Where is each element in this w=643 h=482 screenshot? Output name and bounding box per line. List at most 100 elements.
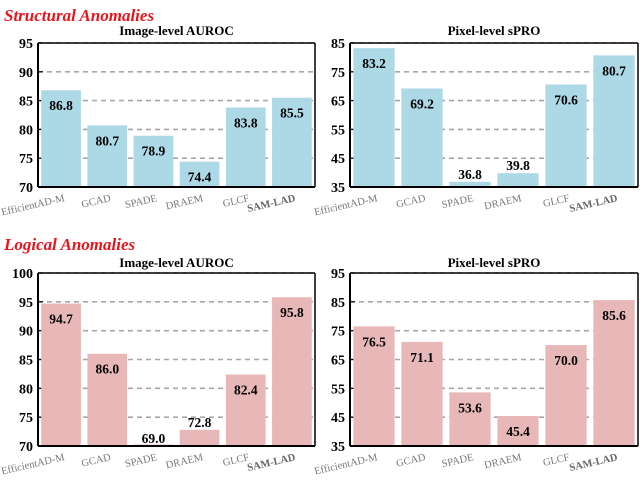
panel-1-data-label: 78.9	[142, 144, 166, 159]
panel-3-y-tick-label: 95	[19, 296, 33, 311]
panel-2-data-label: 83.2	[362, 56, 386, 71]
panel-4-y-tick-label: 85	[331, 296, 345, 311]
panel-4-y-tick-label: 95	[331, 267, 345, 282]
panel-1-bar	[225, 107, 266, 187]
panel-1-bar	[41, 90, 81, 187]
panel-4-bar	[353, 326, 395, 446]
panel-2-x-tick-label: SPADE	[441, 193, 475, 211]
panel-3-y-tick-label: 90	[19, 325, 33, 340]
panel-3-data-label: 69.0	[142, 431, 166, 446]
panel-4-y-tick-label: 55	[331, 382, 345, 397]
panel-3-bar	[272, 297, 312, 446]
panel-2-bar	[353, 48, 395, 188]
panel-2-bar	[593, 55, 635, 187]
panel-3-data-label: 72.8	[188, 415, 212, 430]
panel-4-y-tick-label: 45	[331, 411, 345, 426]
panel-3-x-tick-label: SAM-LAD	[246, 452, 297, 474]
panel-3-data-label: 86.0	[95, 362, 119, 377]
panel-1-x-tick-label: SAM-LAD	[246, 193, 297, 215]
panel-4-y-tick-label: 35	[331, 440, 345, 455]
panel-3-bar	[41, 303, 81, 446]
panel-3-title: Image-level AUROC	[119, 255, 233, 270]
panel-2-y-tick-label: 45	[331, 152, 345, 167]
panel-4-bar	[545, 345, 587, 446]
panel-4-y-tick-label: 65	[331, 354, 345, 369]
panel-2-y-tick-label: 85	[331, 37, 345, 52]
panel-4-bar	[497, 416, 539, 446]
panel-1-bar	[179, 161, 220, 187]
panel-4-data-label: 85.6	[602, 308, 626, 323]
panel-3-y-tick-label: 85	[19, 354, 33, 369]
panel-2-x-tick-label: DRAEM	[483, 193, 523, 212]
panel-4-x-tick-label: GCAD	[395, 452, 427, 470]
panel-2-bar	[497, 173, 539, 187]
panel-3-data-label: 95.8	[280, 305, 304, 320]
panel-1-bar	[133, 135, 174, 187]
panel-4-data-label: 53.6	[458, 400, 482, 415]
panel-4-bar	[401, 341, 443, 446]
panel-4-x-tick-label: SAM-LAD	[568, 452, 619, 474]
panel-3-bar	[179, 429, 220, 446]
panel-3-y-tick-label: 80	[19, 382, 33, 397]
panel-1-data-label: 83.8	[234, 116, 258, 131]
panel-1-x-tick-label: DRAEM	[165, 193, 205, 212]
panel-4-data-label: 45.4	[506, 424, 530, 439]
panel-4-data-label: 71.1	[410, 350, 434, 365]
panel-2-bar	[449, 181, 491, 187]
panel-1-bar	[272, 97, 312, 187]
panel-3-data-label: 82.4	[234, 382, 258, 397]
panel-3-bar	[225, 374, 266, 446]
panel-1-x-tick-label: EfficientAD-M	[0, 193, 66, 218]
panel-4-x-tick-label: EfficientAD-M	[313, 452, 379, 477]
panel-2-x-tick-label: EfficientAD-M	[313, 193, 379, 218]
panel-2-y-tick-label: 55	[331, 123, 345, 138]
structural-section-title: Structural Anomalies	[4, 6, 155, 25]
panel-1-y-tick-label: 90	[19, 66, 33, 81]
panel-2-bar	[545, 84, 587, 187]
panel-3-x-tick-label: SPADE	[124, 452, 158, 470]
logical-section-title: Logical Anomalies	[4, 235, 136, 254]
panel-2-title: Pixel-level sPRO	[448, 23, 541, 38]
panel-2-y-tick-label: 35	[331, 181, 345, 196]
panel-1-y-tick-label: 70	[19, 181, 33, 196]
panel-1-data-label: 80.7	[95, 133, 119, 148]
panel-4-data-label: 70.0	[554, 353, 578, 368]
panel-1-x-tick-label: SPADE	[124, 193, 158, 211]
panel-2-y-tick-label: 75	[331, 66, 345, 81]
panel-4-data-label: 76.5	[362, 334, 386, 349]
panel-2-x-tick-label: SAM-LAD	[568, 193, 619, 215]
panel-2-data-label: 39.8	[506, 158, 530, 173]
panel-2-data-label: 80.7	[602, 63, 626, 78]
panel-4-bar	[593, 300, 635, 446]
panel-3-y-tick-label: 70	[19, 440, 33, 455]
panel-1-x-tick-label: GCAD	[80, 193, 112, 211]
panel-1-y-tick-label: 75	[19, 152, 33, 167]
panel-3-data-label: 94.7	[49, 312, 73, 327]
panel-4-y-tick-label: 75	[331, 325, 345, 340]
panel-1-y-tick-label: 80	[19, 123, 33, 138]
panel-2-data-label: 70.6	[554, 92, 578, 107]
panel-1-y-tick-label: 85	[19, 95, 33, 110]
panel-2-x-tick-label: GLCF	[542, 193, 571, 210]
panel-2-data-label: 69.2	[410, 97, 434, 112]
panel-4-x-tick-label: GLCF	[542, 452, 571, 469]
panel-3-y-tick-label: 75	[19, 411, 33, 426]
panel-2-data-label: 36.8	[458, 167, 482, 182]
panel-3-x-tick-label: DRAEM	[165, 452, 205, 471]
panel-3-bar	[87, 353, 128, 446]
panel-1-title: Image-level AUROC	[119, 23, 233, 38]
panel-4-x-tick-label: SPADE	[441, 452, 475, 470]
panel-1-data-label: 74.4	[188, 170, 212, 185]
panel-3-x-tick-label: EfficientAD-M	[0, 452, 66, 477]
panel-2-x-tick-label: GCAD	[395, 193, 427, 211]
panel-2-y-tick-label: 65	[331, 95, 345, 110]
panel-3-x-tick-label: GCAD	[80, 452, 112, 470]
panel-1-bar	[87, 125, 128, 187]
panel-1-y-tick-label: 95	[19, 37, 33, 52]
panel-2-bar	[401, 88, 443, 187]
panel-1-data-label: 85.5	[280, 106, 304, 121]
panel-4-bar	[449, 392, 491, 446]
panel-3-y-tick-label: 100	[12, 267, 33, 282]
panel-1-data-label: 86.8	[49, 98, 73, 113]
